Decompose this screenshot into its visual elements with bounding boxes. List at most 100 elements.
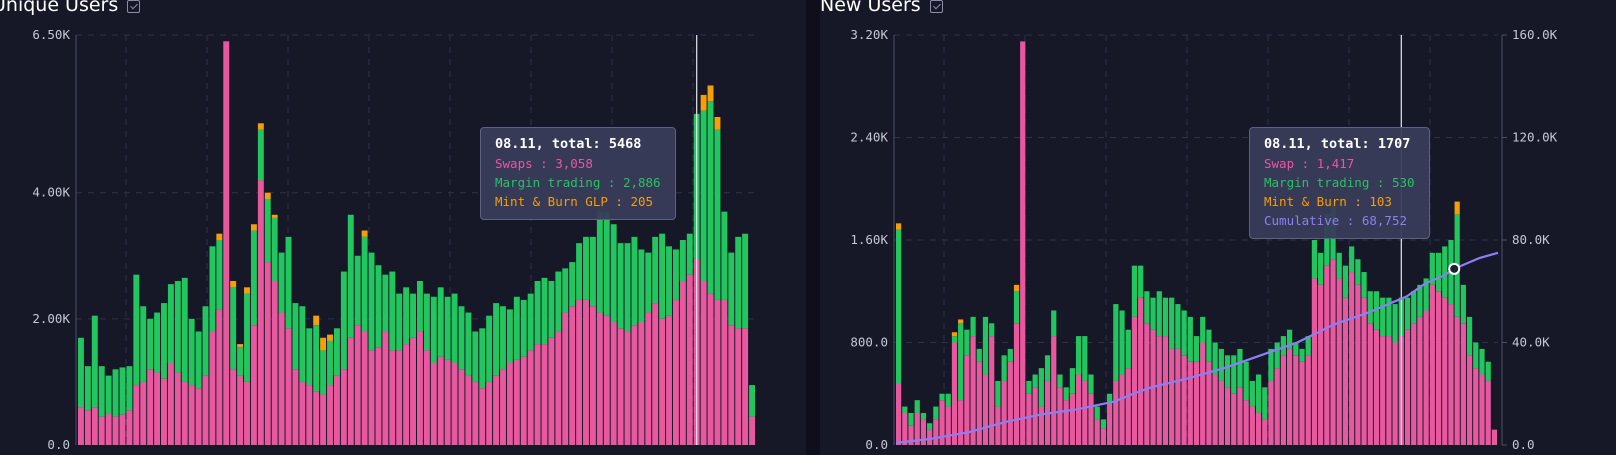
bar-segment <box>589 236 596 307</box>
download-icon[interactable] <box>127 0 141 13</box>
bar-segment <box>244 381 250 445</box>
bar-segment <box>133 385 140 445</box>
y-tick-label: 2.40K <box>850 130 888 145</box>
bar-segment <box>1454 201 1460 215</box>
bar-segment <box>1187 361 1193 445</box>
bar-segment <box>278 252 285 313</box>
bar-segment <box>1373 329 1380 445</box>
bar-segment <box>1243 361 1249 401</box>
bar-segment <box>1113 304 1119 381</box>
bar-segment <box>933 419 939 446</box>
bar-segment <box>237 347 244 376</box>
bar-segment <box>306 385 313 445</box>
bar-segment <box>1460 284 1466 324</box>
bar-segment <box>1212 342 1218 375</box>
bar-segment <box>423 350 430 445</box>
bar-segment <box>237 375 244 445</box>
bar-segment <box>995 406 1001 445</box>
y2-tick-label: 80.0K <box>1512 232 1550 247</box>
bar-segment <box>167 363 174 445</box>
bar-segment <box>686 274 693 445</box>
bar-segment <box>1404 329 1411 445</box>
bar-segment <box>479 328 486 389</box>
y2-tick-label: 0.0 <box>1512 437 1535 452</box>
bar-segment <box>1473 342 1479 369</box>
bar-segment <box>1020 41 1026 445</box>
bar-segment <box>1485 380 1491 445</box>
bar-segment <box>982 316 989 375</box>
bar-segment <box>465 375 472 445</box>
bar-segment <box>285 328 292 445</box>
bar-segment <box>292 303 299 370</box>
bar-segment <box>91 407 98 445</box>
bar-segment <box>119 367 126 415</box>
bar-segment <box>1013 291 1020 324</box>
cumulative-hover-point <box>1448 262 1461 275</box>
bar-segment <box>396 293 403 351</box>
bar-segment <box>1224 387 1231 445</box>
bar-segment <box>271 281 278 445</box>
bar-segment <box>264 199 271 263</box>
bar-segment <box>617 243 624 329</box>
bar-segment <box>486 381 493 445</box>
y-tick-label: 800.0 <box>850 335 888 350</box>
bar-segment <box>417 331 423 445</box>
bar-segment <box>1466 316 1473 356</box>
bar-segment <box>216 309 223 445</box>
new-users-chart[interactable]: 0.0 800.0 1.60K 2.40K 3.20K 0.0 40.0K 80.0K 120.… <box>820 0 1616 455</box>
bar-segment <box>1324 214 1330 266</box>
bar-segment <box>472 331 479 382</box>
bar-segment <box>1038 368 1044 407</box>
bar-segment <box>945 406 951 445</box>
bar-segment <box>1200 342 1206 445</box>
bar-segment <box>555 271 562 332</box>
bar-segment <box>437 356 444 445</box>
bar-segment <box>209 331 216 445</box>
bar-segment <box>299 306 306 382</box>
unique-users-tooltip: 08.11, total: 5468 Swaps : 3,058 Margin … <box>480 127 676 220</box>
bar-segment <box>576 243 583 300</box>
bar-segment <box>1057 374 1063 388</box>
bar-segment <box>1423 278 1429 311</box>
bar-segment <box>195 331 202 389</box>
bar-segment <box>1411 291 1417 324</box>
bar-segment <box>1392 342 1398 445</box>
y2-tick-label: 120.0K <box>1512 130 1558 145</box>
bar-segment <box>209 246 216 332</box>
bar-segment <box>721 299 728 445</box>
bar-segment <box>1051 310 1057 337</box>
bar-segment <box>1193 361 1200 445</box>
bar-segment <box>603 315 610 445</box>
bar-segment <box>1262 387 1268 420</box>
bar-segment <box>313 315 320 326</box>
download-icon[interactable] <box>929 0 943 13</box>
tooltip-total-label: total <box>551 136 593 152</box>
unique-users-chart[interactable]: 0.0 2.00K 4.00K 6.50K <box>0 0 806 455</box>
bar-segment <box>1249 380 1255 407</box>
bar-segment <box>181 277 188 382</box>
bar-segment <box>313 391 320 445</box>
tooltip-date: 08.11 <box>1264 136 1305 152</box>
bar-segment <box>1380 297 1386 337</box>
bar-segment <box>1013 284 1020 292</box>
bar-segment <box>230 369 237 445</box>
bar-segment <box>486 315 493 382</box>
bar-segment <box>154 372 161 445</box>
bar-segment <box>700 281 707 445</box>
bar-segment <box>1138 265 1144 298</box>
tooltip-header: 08.11, total: 1707 <box>1264 136 1411 152</box>
bar-segment <box>596 312 603 445</box>
bar-segment <box>264 262 271 445</box>
tooltip-row-swaps: Swaps : 3,058 <box>495 156 593 171</box>
bar-segment <box>174 372 181 445</box>
bar-segment <box>902 406 908 413</box>
bar-segment <box>299 381 306 445</box>
bar-segment <box>1342 265 1349 298</box>
bar-segment <box>1162 336 1169 445</box>
bar-segment <box>742 328 749 445</box>
tooltip-row-mint: Mint & Burn : 103 <box>1264 194 1392 209</box>
bar-segment <box>721 211 728 300</box>
bar-segment <box>1330 259 1336 445</box>
bar-segment <box>1386 297 1392 337</box>
tooltip-total: 1707 <box>1377 136 1411 152</box>
